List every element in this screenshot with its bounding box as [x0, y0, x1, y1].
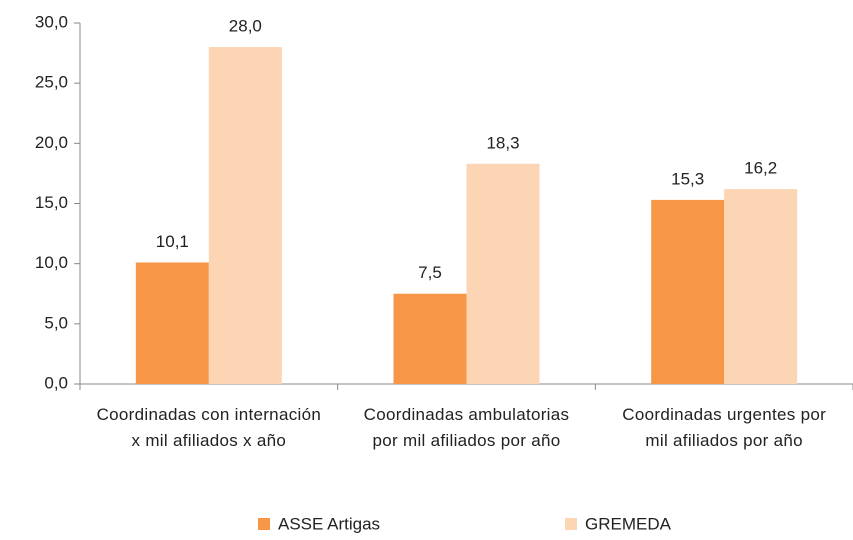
y-tick-label: 0,0: [44, 373, 68, 392]
bar: [651, 199, 725, 384]
data-label: 15,3: [671, 169, 704, 188]
legend-swatch: [565, 518, 577, 530]
bar: [208, 47, 282, 385]
y-tick-label: 25,0: [35, 73, 68, 92]
data-label: 16,2: [744, 159, 777, 178]
y-tick-label: 30,0: [35, 12, 68, 31]
data-label: 28,0: [229, 17, 262, 36]
legend-label: GREMEDA: [585, 514, 672, 533]
y-tick-label: 5,0: [44, 313, 68, 332]
x-tick-label: Coordinadas con internación x mil afilia…: [96, 405, 322, 450]
x-tick-label: Coordinadas ambulatorias por mil afiliad…: [363, 405, 570, 450]
y-tick-label: 10,0: [35, 253, 68, 272]
y-tick-label: 20,0: [35, 133, 68, 152]
bar: [724, 189, 798, 384]
bar: [466, 163, 540, 384]
data-label: 18,3: [486, 133, 519, 152]
bar: [393, 293, 467, 384]
data-label: 7,5: [418, 263, 442, 282]
legend-label: ASSE Artigas: [278, 514, 380, 533]
bar: [135, 262, 209, 384]
y-tick-label: 15,0: [35, 193, 68, 212]
data-label: 10,1: [156, 232, 189, 251]
legend-swatch: [258, 518, 270, 530]
x-tick-label: Coordinadas urgentes por mil afiliados p…: [622, 405, 827, 450]
